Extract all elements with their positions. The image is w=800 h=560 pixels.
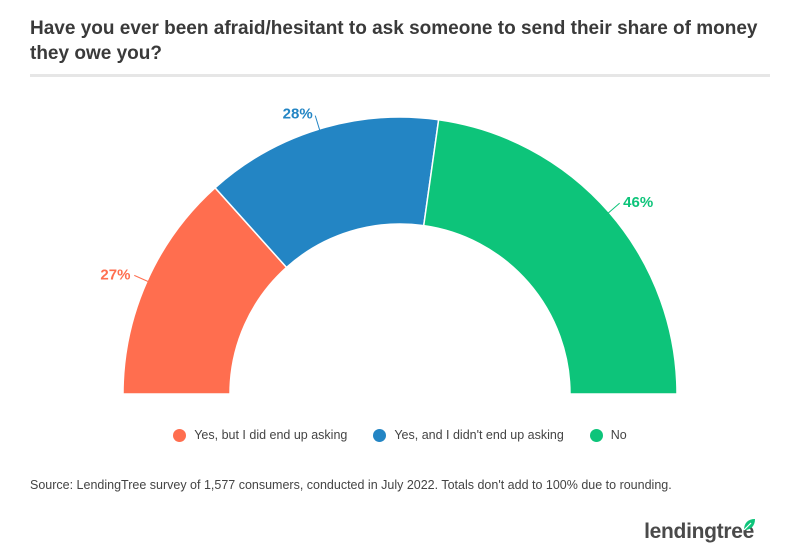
legend-label-yes-not-asked: Yes, and I didn't end up asking	[394, 428, 564, 442]
semi-donut-chart: 27% 28% 46%	[100, 106, 678, 395]
source-note: Source: LendingTree survey of 1,577 cons…	[30, 478, 672, 492]
leaf-icon	[743, 519, 755, 531]
leader-line-no	[607, 202, 620, 214]
data-label-no: 46%	[623, 194, 653, 211]
legend-item-no: No	[589, 428, 627, 442]
slice-no	[422, 118, 678, 395]
title-divider	[30, 74, 770, 77]
data-label-yes-not-asked: 28%	[283, 106, 313, 123]
legend-swatch-yes-asked	[173, 428, 187, 442]
chart-legend: Yes, but I did end up asking Yes, and I …	[0, 428, 800, 442]
leader-line-yes-asked	[134, 274, 150, 283]
legend-swatch-no	[589, 428, 603, 442]
leader-line-yes-not-asked	[314, 115, 321, 132]
data-label-yes-asked: 27%	[100, 267, 130, 284]
legend-item-yes-not-asked: Yes, and I didn't end up asking	[373, 428, 564, 442]
chart-title: Have you ever been afraid/hesitant to as…	[30, 18, 758, 64]
legend-label-no: No	[610, 428, 627, 442]
logo-wordmark: lendingtree	[644, 520, 754, 543]
legend-swatch-yes-not-asked	[373, 428, 387, 442]
legend-label-yes-asked: Yes, but I did end up asking	[194, 428, 348, 442]
legend-item-yes-asked: Yes, but I did end up asking	[173, 428, 347, 442]
lendingtree-logo: lendingtree	[644, 519, 768, 544]
